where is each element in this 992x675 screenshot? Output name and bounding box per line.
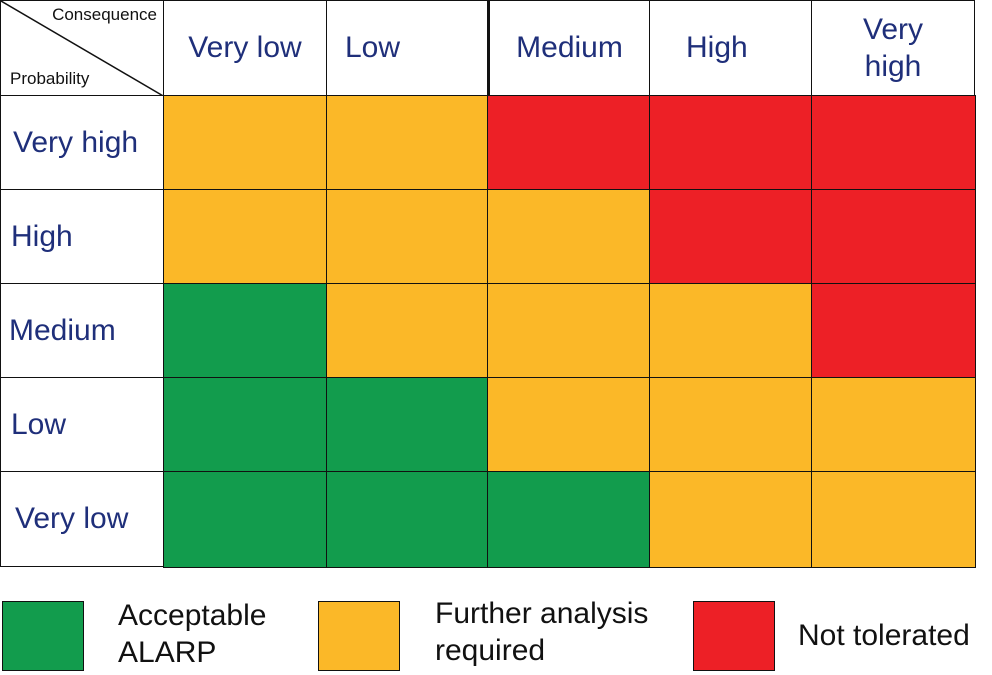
risk-cell-amber [487,189,650,284]
risk-cell-amber [649,471,812,568]
legend-swatch-red [693,601,775,671]
col-header-very-low: Very low [163,0,327,96]
risk-cell-green [326,471,488,568]
col-header-very-high: Very high [811,0,975,96]
col-header-medium: Medium [487,0,650,96]
row-header-high: High [0,189,164,284]
risk-cell-green [326,377,488,472]
risk-cell-amber [649,377,812,472]
legend-label-not-tolerated-text: Not tolerated [798,619,970,652]
legend-swatch-amber [318,601,400,671]
row-header-low: Low [0,377,164,472]
row-header-label: Very low [15,502,129,536]
legend-label-further: Further analysis required [435,596,648,669]
legend-label-further-line2: required [435,633,546,667]
risk-cell-green [163,471,327,568]
legend-label-acceptable-line1: Acceptable [118,599,267,632]
legend-label-acceptable-line2: ALARP [118,635,217,669]
legend-swatch-green [2,601,84,671]
row-header-label: Medium [9,313,116,347]
legend-label-not-tolerated: Not tolerated [798,618,970,655]
legend-label-acceptable: Acceptable ALARP [118,598,266,671]
risk-cell-amber [487,283,650,378]
col-header-low: Low [326,0,488,96]
corner-diagonal-line [1,1,163,95]
risk-cell-amber [163,189,327,284]
risk-cell-amber [811,471,976,568]
risk-cell-amber [811,377,976,472]
col-header-label: Very high [863,11,923,86]
row-header-medium: Medium [0,283,164,378]
risk-cell-red [811,283,976,378]
row-header-very-high: Very high [0,95,164,190]
col-header-label: Very low [188,31,302,65]
risk-cell-green [163,283,327,378]
risk-cell-amber [649,283,812,378]
col-header-label: Medium [516,31,623,65]
risk-cell-amber [163,95,327,190]
consequence-axis-label: Consequence [52,5,157,24]
risk-matrix: Consequence Probability Very low Low Med… [0,0,976,568]
risk-cell-amber [487,377,650,472]
risk-cell-red [649,95,812,190]
row-header-label: Low [11,407,67,441]
matrix-corner-cell: Consequence Probability [0,0,164,96]
risk-cell-amber [326,189,488,284]
risk-cell-green [163,377,327,472]
row-header-very-low: Very low [0,471,164,567]
col-header-high: High [649,0,812,96]
row-header-label: High [11,219,73,253]
row-header-label: Very high [13,125,139,159]
risk-cell-amber [326,283,488,378]
risk-cell-amber [326,95,488,190]
risk-cell-red [487,95,650,190]
col-header-label-line2: high [864,50,922,83]
risk-cell-green [487,471,650,568]
col-header-label: Low [345,31,401,65]
risk-cell-red [811,95,976,190]
col-header-label-line1: Very [862,12,924,46]
col-header-label: High [686,31,748,65]
risk-cell-red [811,189,976,284]
legend-label-further-line1: Further analysis [435,597,649,630]
probability-axis-label: Probability [10,69,90,88]
risk-cell-red [649,189,812,284]
